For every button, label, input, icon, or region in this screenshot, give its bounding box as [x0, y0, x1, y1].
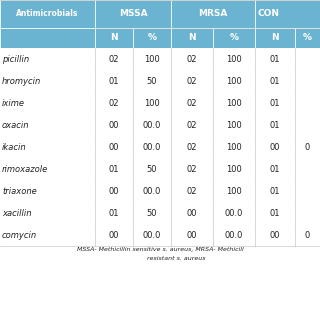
Text: CON: CON	[258, 10, 280, 19]
Text: N: N	[188, 34, 196, 43]
Bar	[0, 180, 320, 202]
Text: 100: 100	[226, 187, 242, 196]
Bar	[295, 28, 320, 48]
Text: 100: 100	[226, 121, 242, 130]
Text: 00.0: 00.0	[143, 142, 161, 151]
Bar	[95, 0, 171, 28]
Bar	[0, 202, 320, 224]
Bar	[0, 70, 320, 92]
Text: 00.0: 00.0	[143, 121, 161, 130]
Bar	[213, 28, 255, 48]
Text: 100: 100	[226, 99, 242, 108]
Text: 0: 0	[305, 142, 310, 151]
Bar	[0, 114, 320, 136]
Text: 01: 01	[270, 54, 280, 63]
Text: 01: 01	[270, 121, 280, 130]
Text: ixime: ixime	[2, 99, 25, 108]
Text: ikacin: ikacin	[2, 142, 27, 151]
Text: 02: 02	[187, 54, 197, 63]
Bar	[0, 158, 320, 180]
Text: 00: 00	[270, 142, 280, 151]
Text: 00.0: 00.0	[143, 187, 161, 196]
Text: 02: 02	[109, 54, 119, 63]
Bar	[171, 28, 213, 48]
Bar	[0, 92, 320, 114]
Text: MSSA- Methicillin sensitive s. aureus, MRSA- Methicill: MSSA- Methicillin sensitive s. aureus, M…	[76, 247, 244, 252]
Bar	[0, 48, 320, 70]
Text: 01: 01	[109, 209, 119, 218]
Bar	[133, 28, 171, 48]
Bar	[255, 0, 320, 28]
Text: Antimicrobials: Antimicrobials	[16, 10, 79, 19]
Text: %: %	[148, 34, 156, 43]
Text: xacillin: xacillin	[2, 209, 31, 218]
Bar	[0, 0, 95, 28]
Text: 02: 02	[109, 99, 119, 108]
Text: 00: 00	[109, 142, 119, 151]
Text: 00: 00	[109, 187, 119, 196]
Text: 00.0: 00.0	[225, 209, 243, 218]
Text: N: N	[110, 34, 118, 43]
Text: MRSA: MRSA	[198, 10, 228, 19]
Text: 01: 01	[270, 187, 280, 196]
Text: MSSA: MSSA	[119, 10, 147, 19]
Text: 02: 02	[187, 99, 197, 108]
Text: 00.0: 00.0	[225, 230, 243, 239]
Text: 50: 50	[147, 209, 157, 218]
Text: 00: 00	[187, 209, 197, 218]
Text: 50: 50	[147, 164, 157, 173]
Text: 01: 01	[270, 99, 280, 108]
Text: N: N	[271, 34, 279, 43]
Text: 00: 00	[109, 230, 119, 239]
Text: triaxone: triaxone	[2, 187, 37, 196]
Text: 100: 100	[226, 76, 242, 85]
Text: resistant s. aureus: resistant s. aureus	[115, 256, 205, 261]
Text: %: %	[303, 34, 312, 43]
Bar	[0, 28, 95, 48]
Text: 02: 02	[187, 121, 197, 130]
Text: 01: 01	[109, 164, 119, 173]
Text: 01: 01	[109, 76, 119, 85]
Text: rimoxazole: rimoxazole	[2, 164, 48, 173]
Text: 0: 0	[305, 230, 310, 239]
Text: 01: 01	[270, 209, 280, 218]
Bar	[255, 28, 295, 48]
Text: 01: 01	[270, 164, 280, 173]
Text: 00.0: 00.0	[143, 230, 161, 239]
Text: 100: 100	[226, 164, 242, 173]
Text: 00: 00	[109, 121, 119, 130]
Text: 100: 100	[226, 54, 242, 63]
Text: 00: 00	[187, 230, 197, 239]
Bar	[0, 136, 320, 158]
Text: 50: 50	[147, 76, 157, 85]
Text: 02: 02	[187, 142, 197, 151]
Text: 100: 100	[144, 99, 160, 108]
Text: 02: 02	[187, 164, 197, 173]
Text: 00: 00	[270, 230, 280, 239]
Text: comycin: comycin	[2, 230, 37, 239]
Text: 100: 100	[226, 142, 242, 151]
Text: oxacin: oxacin	[2, 121, 29, 130]
Text: picillin: picillin	[2, 54, 29, 63]
Bar	[171, 0, 255, 28]
Bar	[0, 224, 320, 246]
Text: %: %	[229, 34, 238, 43]
Text: 01: 01	[270, 76, 280, 85]
Bar	[95, 28, 133, 48]
Text: 02: 02	[187, 187, 197, 196]
Text: 02: 02	[187, 76, 197, 85]
Text: 100: 100	[144, 54, 160, 63]
Text: hromycin: hromycin	[2, 76, 41, 85]
